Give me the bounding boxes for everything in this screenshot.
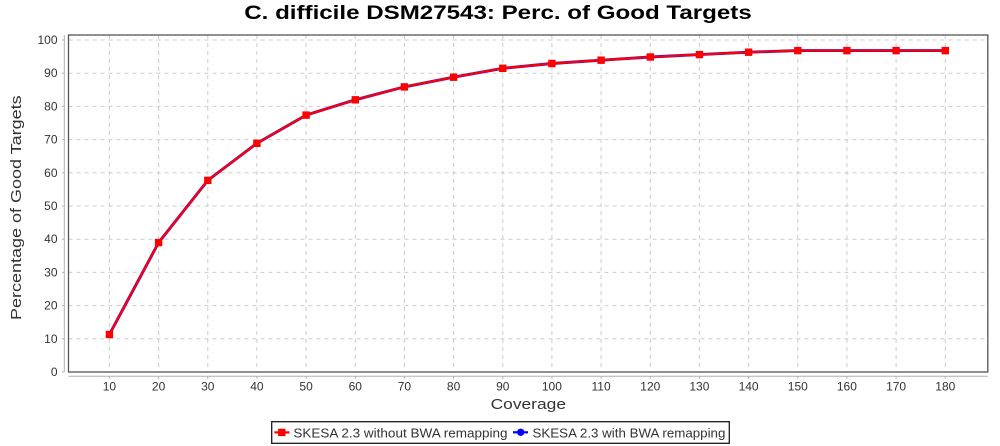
svg-text:SKESA 2.3 with BWA remapping: SKESA 2.3 with BWA remapping: [533, 425, 726, 440]
svg-text:20: 20: [44, 299, 58, 313]
svg-text:70: 70: [398, 379, 412, 393]
svg-text:160: 160: [837, 379, 857, 393]
svg-text:50: 50: [44, 199, 58, 213]
svg-text:50: 50: [299, 379, 313, 393]
svg-text:30: 30: [201, 379, 215, 393]
svg-text:120: 120: [640, 379, 660, 393]
svg-text:110: 110: [592, 379, 611, 393]
svg-text:10: 10: [103, 379, 117, 393]
svg-text:100: 100: [37, 33, 57, 47]
svg-text:Coverage: Coverage: [491, 397, 566, 413]
svg-text:180: 180: [935, 379, 955, 393]
svg-text:70: 70: [44, 133, 58, 147]
svg-text:150: 150: [788, 379, 808, 393]
svg-text:40: 40: [44, 232, 58, 246]
svg-text:Percentage of Good Targets: Percentage of Good Targets: [9, 95, 25, 320]
svg-text:60: 60: [44, 166, 58, 180]
svg-text:80: 80: [44, 99, 58, 113]
svg-text:C. difficile DSM27543: Perc. o: C. difficile DSM27543: Perc. of Good Tar…: [244, 2, 752, 24]
svg-text:0: 0: [51, 365, 58, 379]
svg-text:140: 140: [739, 379, 759, 393]
svg-text:90: 90: [44, 66, 58, 80]
svg-text:60: 60: [349, 379, 363, 393]
svg-text:10: 10: [44, 332, 58, 346]
svg-text:170: 170: [886, 379, 906, 393]
svg-text:90: 90: [496, 379, 510, 393]
svg-text:40: 40: [250, 379, 264, 393]
svg-text:130: 130: [689, 379, 709, 393]
svg-text:100: 100: [542, 379, 562, 393]
svg-text:20: 20: [152, 379, 166, 393]
svg-text:30: 30: [44, 265, 58, 279]
svg-text:SKESA 2.3 without BWA remappin: SKESA 2.3 without BWA remapping: [293, 425, 507, 440]
svg-text:80: 80: [447, 379, 461, 393]
